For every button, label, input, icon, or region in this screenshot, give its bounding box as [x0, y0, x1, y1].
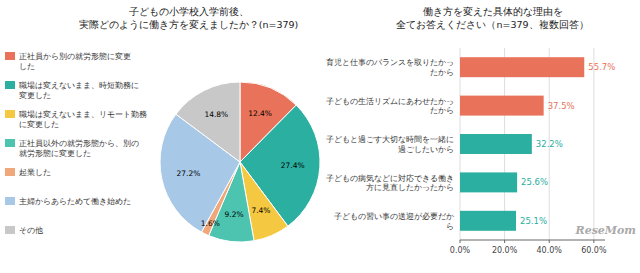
x-tick-label: 40.0% [537, 246, 563, 255]
legend: 正社員から別の就労形態に変更した職場は変えないまま、時短勤務に変更した職場は変え… [5, 52, 147, 235]
pie-slices [160, 82, 320, 242]
y-tick-label: 子どもの生活リズムにあわせたかったから [326, 97, 454, 116]
text-line: 正社員から別の就労形態に変更 [19, 52, 131, 61]
legend-swatch [5, 226, 15, 234]
bar-data-label: 55.7% [588, 62, 615, 72]
bar-labels: 55.7% 37.5% 32.2% 25.6% 25.1% [520, 62, 615, 226]
legend-label: 正社員以外の就労形態から、別の就労形態に変更した [19, 139, 139, 158]
text-line: その他 [19, 226, 43, 235]
y-tick-label: 子どもの習い事の送迎が必要だから [334, 212, 454, 231]
bar-title: 働き方を変えた具体的な理由を全てお答えください（n=379、複数回答） [396, 6, 588, 30]
text-line: たから [430, 68, 454, 77]
legend-swatch [5, 110, 15, 118]
bar [460, 211, 516, 231]
text-line: 子どもの病気などに対応できる働き [326, 174, 454, 183]
x-tick-label: 20.0% [492, 246, 518, 255]
bar [460, 134, 532, 154]
pie-data-label: 1.6% [201, 219, 220, 228]
y-tick-label: 育児と仕事のバランスを取りたかったから [326, 58, 454, 77]
legend-swatch [5, 168, 15, 176]
legend-label: その他 [19, 226, 43, 235]
legend-label: 職場は変えないまま、リモート勤務に変更した [19, 110, 147, 129]
text-line: 育児と仕事のバランスを取りたかっ [326, 58, 454, 67]
text-line: 子どもの生活リズムにあわせたかっ [326, 97, 454, 106]
pie-slice [176, 82, 240, 162]
legend-label: 職場は変えないまま、時短勤務に変更した [19, 81, 139, 100]
pie-data-label: 27.2% [176, 169, 200, 178]
pie-data-label: 14.8% [204, 110, 228, 119]
bar [460, 96, 544, 116]
text-line: 実際どのように働き方を変えましたか？(n=379) [79, 19, 299, 30]
chart-svg: 子どもの小学校入学前後、実際どのように働き方を変えましたか？(n=379) 12.… [0, 0, 640, 273]
bar-data-label: 25.1% [520, 216, 547, 226]
text-line: 職場は変えないまま、リモート勤務 [19, 110, 147, 119]
text-line: 正社員以外の就労形態から、別の [19, 139, 139, 148]
text-line: たから [430, 106, 454, 115]
text-line: 子どもの小学校入学前後、 [129, 6, 249, 17]
text-line: 全てお答えください（n=379、複数回答） [396, 19, 588, 30]
x-grid [460, 48, 594, 240]
y-axis: 育児と仕事のバランスを取りたかったから子どもの生活リズムにあわせたかったから子ど… [326, 58, 454, 230]
x-axis-line [460, 240, 605, 241]
pie-data-label: 27.4% [281, 161, 305, 170]
text-line: 起業した [19, 168, 51, 177]
text-line: 働き方を変えた具体的な理由を [423, 6, 563, 17]
legend-label: 正社員から別の就労形態に変更した [19, 52, 131, 71]
text-line: 就労形態に変更した [19, 149, 91, 158]
text-line: に変更した [19, 120, 59, 129]
pie-title: 子どもの小学校入学前後、実際どのように働き方を変えましたか？(n=379) [79, 6, 299, 30]
text-line: 方に見直したかったから [366, 183, 454, 192]
pie-chart: 子どもの小学校入学前後、実際どのように働き方を変えましたか？(n=379) 12.… [5, 6, 320, 242]
legend-label: 起業した [19, 168, 51, 177]
watermark: ReseMom [575, 224, 636, 237]
x-tick-label: 60.0% [581, 246, 607, 255]
pie-slice [240, 105, 320, 226]
x-axis: 0.0% 20.0% 40.0% 60.0% [450, 240, 607, 255]
text-line: 主婦からあらためて働き始めた [19, 197, 131, 206]
legend-swatch [5, 52, 15, 60]
text-line: 子どもと過ごす大切な時間を一緒に [326, 135, 454, 144]
text-line: 過ごしたいから [398, 145, 454, 154]
grid-line [593, 48, 594, 240]
chart-root: 子どもの小学校入学前後、実際どのように働き方を変えましたか？(n=379) 12.… [0, 0, 640, 273]
pie-data-label: 9.2% [225, 210, 244, 219]
bar [460, 172, 517, 192]
text-line: した [19, 62, 35, 71]
text-line: ら [446, 222, 454, 231]
text-line: 子どもの習い事の送迎が必要だか [334, 212, 454, 221]
bars [460, 57, 584, 231]
pie-data-label: 12.4% [248, 109, 272, 118]
y-tick-label: 子どもの病気などに対応できる働き方に見直したかったから [326, 174, 454, 193]
bar-data-label: 32.2% [536, 139, 563, 149]
y-tick-label: 子どもと過ごす大切な時間を一緒に過ごしたいから [326, 135, 454, 154]
x-tick-label: 0.0% [450, 246, 471, 255]
bar [460, 57, 584, 77]
legend-swatch [5, 139, 15, 147]
bar-data-label: 25.6% [521, 177, 548, 187]
text-line: 職場は変えないまま、時短勤務に [19, 81, 139, 90]
legend-swatch [5, 197, 15, 205]
text-line: 変更した [19, 91, 51, 100]
legend-swatch [5, 81, 15, 89]
bar-chart: 働き方を変えた具体的な理由を全てお答えください（n=379、複数回答） 0.0% 2… [326, 6, 636, 255]
legend-label: 主婦からあらためて働き始めた [19, 197, 131, 206]
bar-data-label: 37.5% [548, 101, 575, 111]
pie-labels: 12.4% 27.4% 7.4% 9.2% 1.6% 27.2% 14.8% [176, 109, 304, 228]
pie-data-label: 7.4% [251, 206, 270, 215]
